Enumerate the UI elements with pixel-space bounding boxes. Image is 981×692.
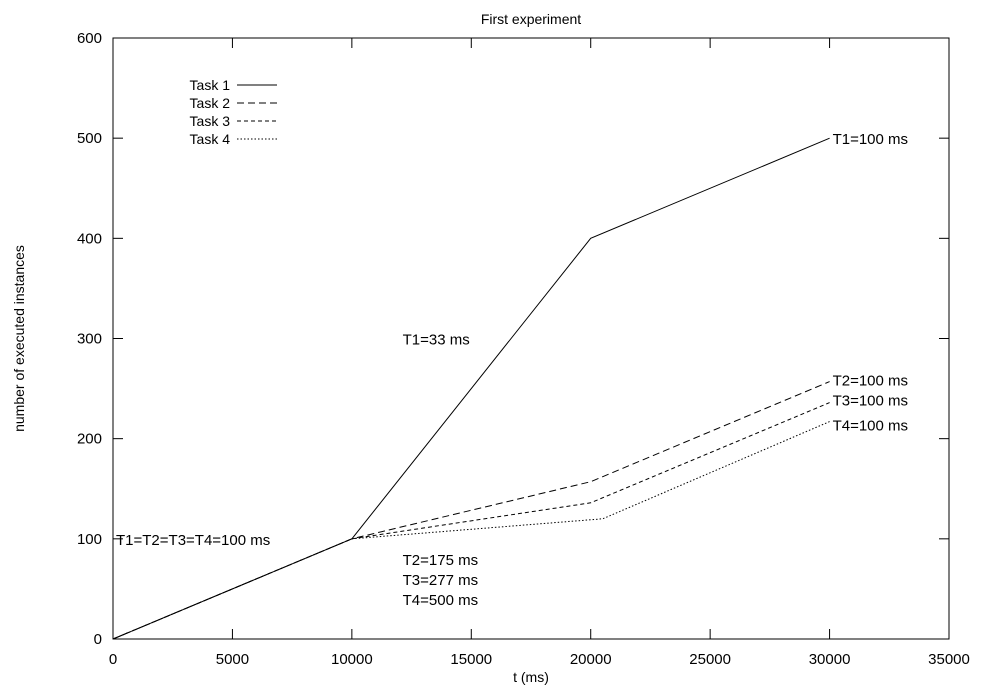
x-tick-label: 5000: [216, 651, 249, 668]
x-tick-label: 20000: [570, 651, 612, 668]
x-tick-label: 30000: [809, 651, 851, 668]
chart-title: First experiment: [481, 11, 581, 27]
annotation-label: T2=100 ms: [833, 373, 908, 390]
annotation-label: T2=175 ms: [403, 552, 478, 569]
x-tick-label: 0: [109, 651, 117, 668]
x-tick-label: 25000: [689, 651, 731, 668]
y-tick-label: 0: [94, 631, 102, 648]
x-tick-label: 15000: [450, 651, 492, 668]
x-tick-label: 35000: [928, 651, 970, 668]
annotation-label: T3=100 ms: [833, 393, 908, 410]
legend-label: Task 4: [190, 131, 231, 147]
axis-ticks: 0 5000 10000 15000 20000 25000 30000 35000 0 100 2…: [77, 30, 970, 668]
y-tick-label: 600: [77, 30, 102, 47]
series-line-task-4: [112, 421, 830, 640]
legend-label: Task 1: [190, 77, 231, 93]
y-tick-label: 500: [77, 130, 102, 147]
annotation-label: T1=33 ms: [403, 332, 470, 349]
legend: Task 1 Task 2 Task 3 Task 4: [190, 77, 277, 147]
annotation-label: T4=500 ms: [403, 592, 478, 609]
y-tick-label: 100: [77, 531, 102, 548]
annotation-label: T3=277 ms: [403, 572, 478, 589]
annotation-label: T1=100 ms: [833, 131, 908, 148]
plot-frame: [112, 37, 950, 640]
y-tick-label: 300: [77, 331, 102, 348]
annotation-label: T1=T2=T3=T4=100 ms: [116, 532, 270, 549]
legend-label: Task 3: [190, 113, 231, 129]
series-layer: [112, 137, 830, 640]
legend-label: Task 2: [190, 95, 231, 111]
y-tick-label: 400: [77, 230, 102, 247]
x-axis-label: t (ms): [513, 669, 549, 685]
annotation-label: T4=100 ms: [833, 418, 908, 435]
y-tick-label: 200: [77, 431, 102, 448]
y-axis-label: number of executed instances: [11, 245, 27, 432]
x-tick-label: 10000: [331, 651, 373, 668]
annotation-layer: T1=T2=T3=T4=100 ms T1=33 ms T2=175 ms T3=27…: [116, 131, 908, 609]
